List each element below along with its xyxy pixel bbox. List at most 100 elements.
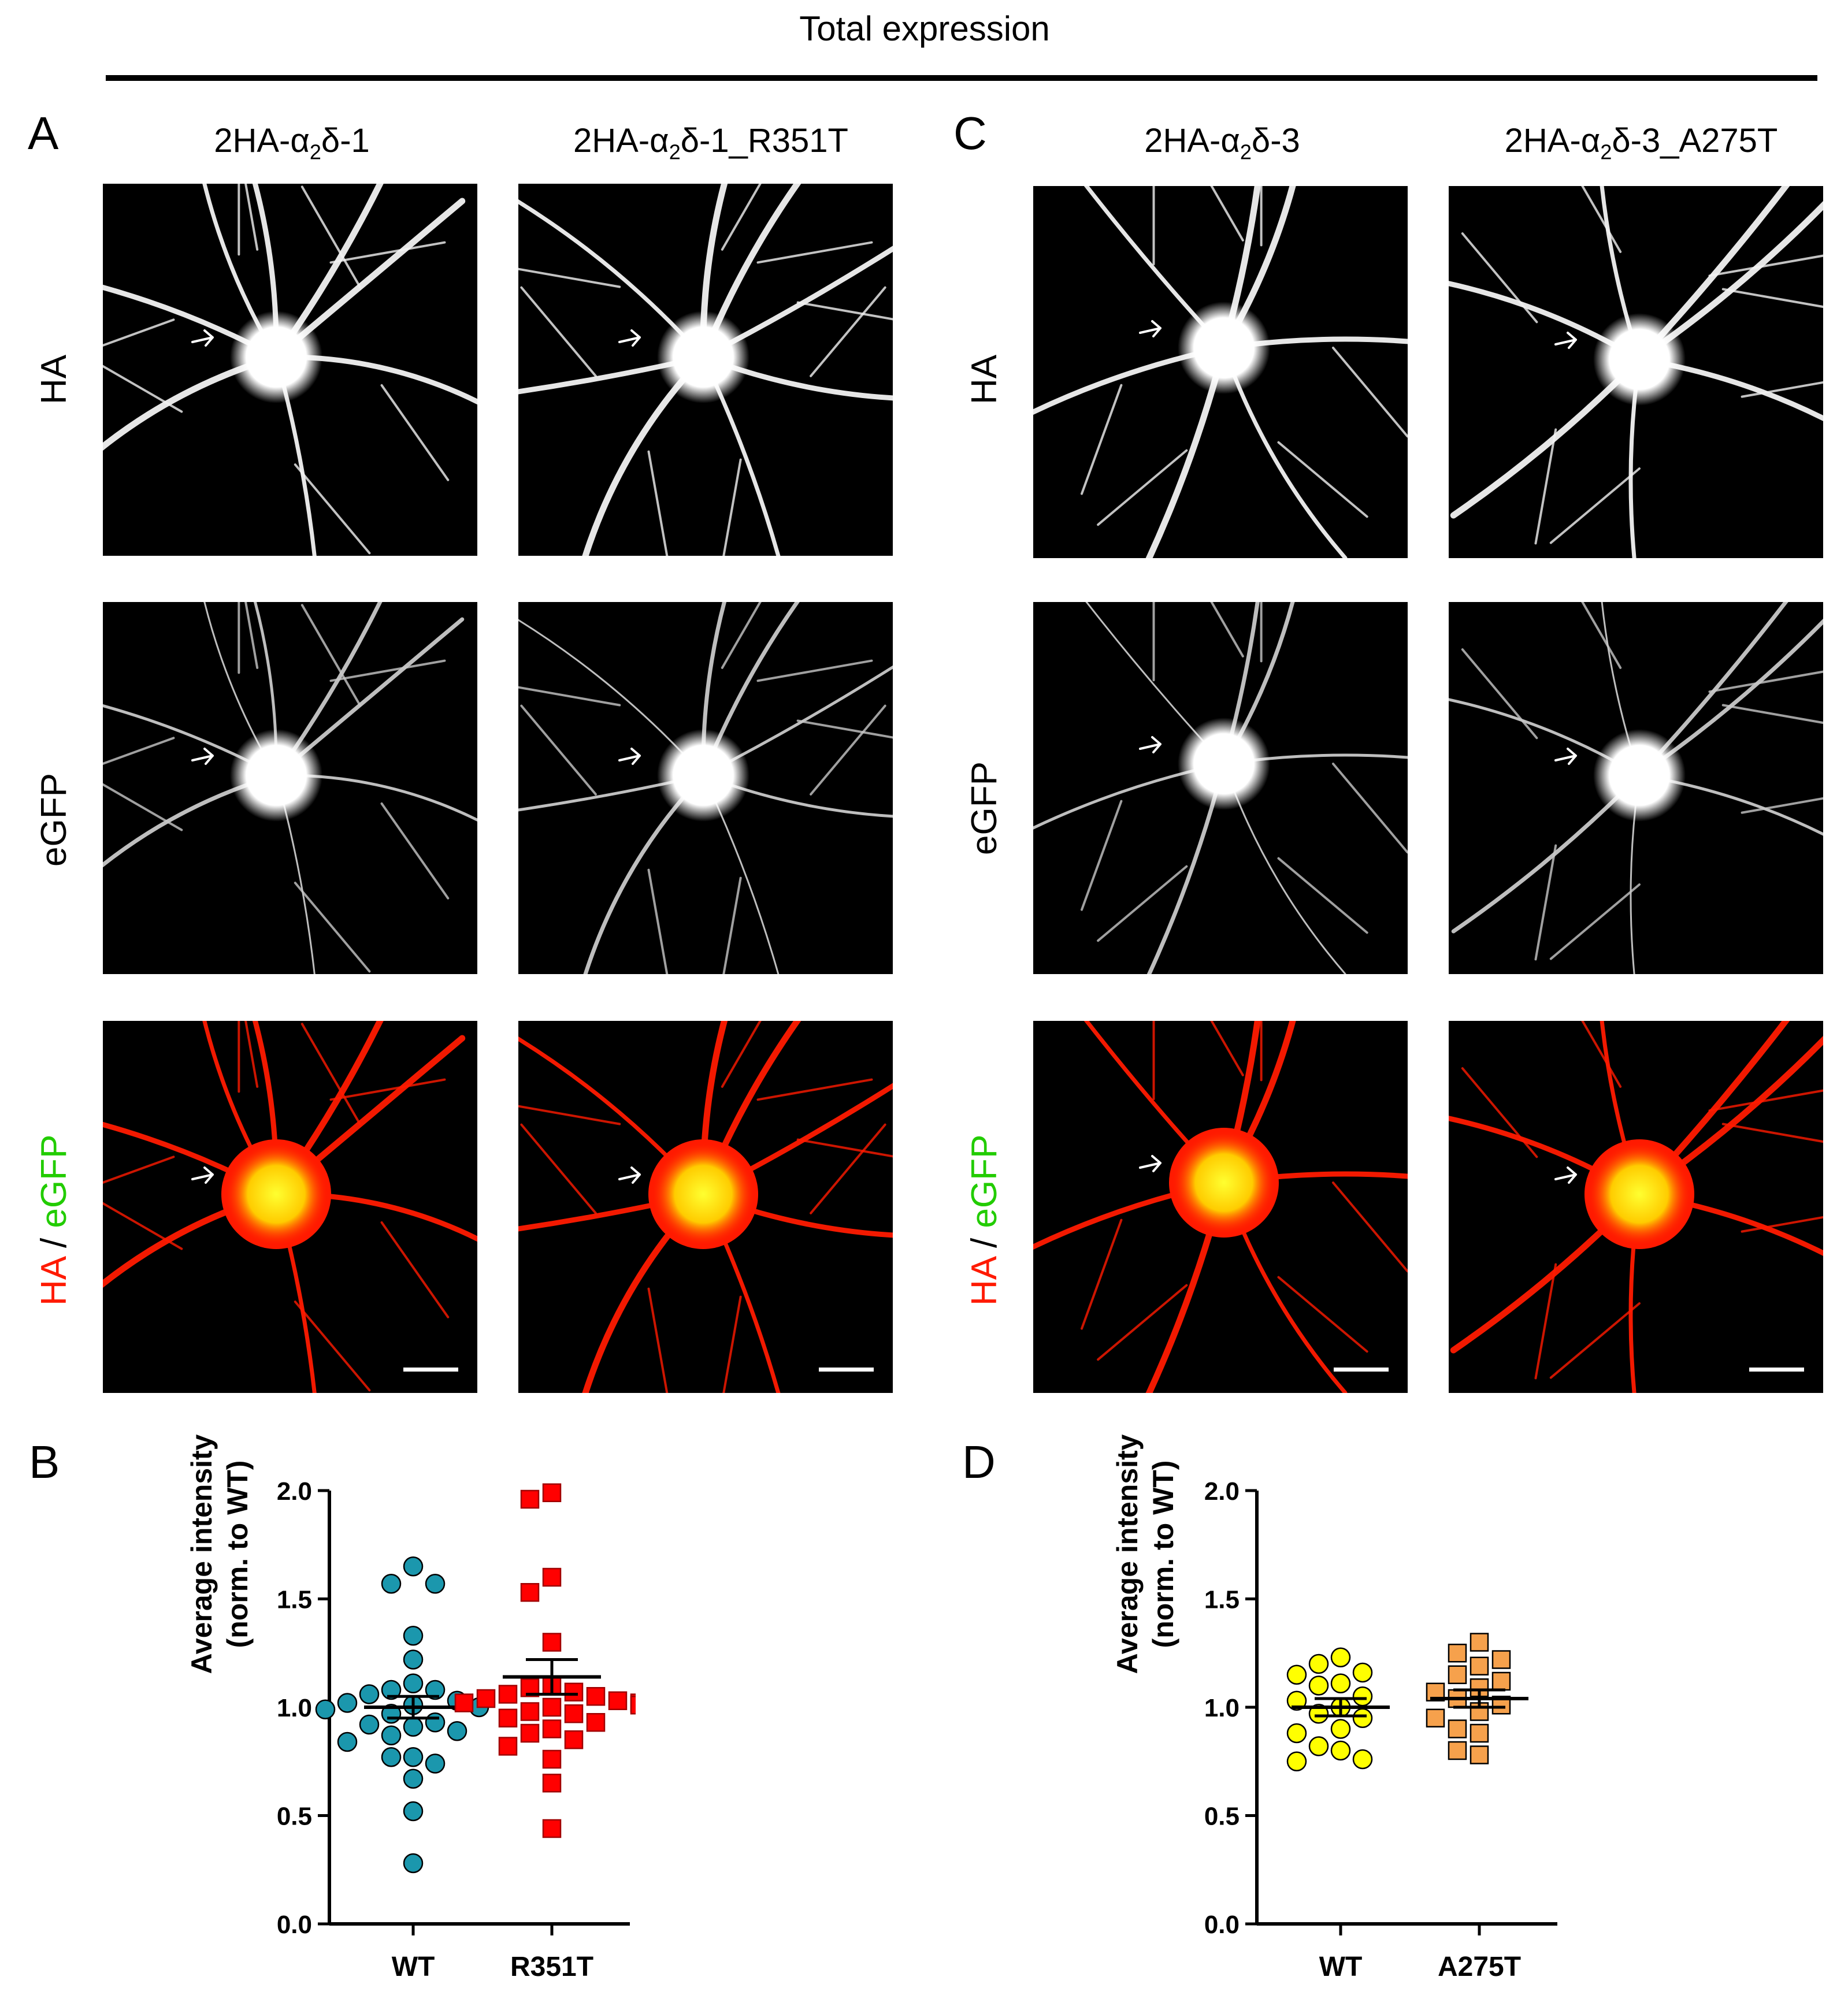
data-point — [542, 1749, 562, 1769]
x-tick-label-wt: WT — [392, 1952, 435, 1982]
row-label-merge-a: HA / eGFP — [34, 1134, 74, 1306]
y-tick-label: 0.5 — [1204, 1803, 1240, 1831]
data-point — [1352, 1708, 1373, 1728]
arrow-marker — [1139, 736, 1162, 753]
data-point — [586, 1713, 606, 1732]
data-point — [403, 1853, 424, 1874]
y-tick-label: 1.5 — [277, 1586, 312, 1614]
series-wt — [1286, 1647, 1373, 1771]
data-point — [381, 1725, 402, 1745]
data-point — [425, 1753, 446, 1774]
arrow-marker — [1554, 332, 1577, 349]
data-point — [1330, 1673, 1351, 1693]
y-tick-label: 0.0 — [1204, 1911, 1240, 1939]
series-r351t — [454, 1483, 636, 1838]
arrow-marker — [1554, 1166, 1577, 1184]
data-point — [630, 1696, 636, 1715]
data-point — [520, 1723, 540, 1743]
data-point — [403, 1556, 424, 1577]
data-point — [1491, 1671, 1511, 1691]
data-point — [359, 1684, 380, 1704]
arrow-marker — [618, 1166, 641, 1184]
arrow-marker — [1139, 1155, 1162, 1172]
data-point — [425, 1680, 446, 1700]
data-point — [403, 1768, 424, 1789]
data-point — [1491, 1650, 1511, 1669]
data-point — [542, 1633, 562, 1652]
column-header-wt-a2d3: 2HA-α2δ-3 — [1144, 122, 1300, 164]
arrow-marker — [191, 1166, 214, 1184]
data-point — [564, 1682, 584, 1701]
mean-sem-bar — [364, 1695, 462, 1720]
data-point — [1330, 1647, 1351, 1667]
micrograph-merge-r351t — [518, 1021, 893, 1393]
x-tick-label-a275t: A275T — [1438, 1952, 1521, 1982]
row-label-ha-c: HA — [964, 354, 1004, 404]
column-header-a275t: 2HA-α2δ-3_A275T — [1504, 122, 1778, 164]
data-point — [498, 1737, 518, 1756]
data-point — [447, 1721, 467, 1741]
arrow-marker — [618, 329, 641, 347]
mean-sem-bar — [1292, 1697, 1390, 1718]
arrow-marker — [191, 748, 214, 765]
data-point — [1448, 1665, 1467, 1684]
micrograph-ha-wt-a2d3 — [1033, 186, 1408, 558]
data-point — [359, 1714, 380, 1735]
row-label-merge-c: HA / eGFP — [964, 1134, 1004, 1306]
column-header-r351t: 2HA-α2δ-1_R351T — [573, 122, 848, 164]
y-tick-label: 2.0 — [1204, 1477, 1240, 1506]
scatter-chart-d: 0.0 0.5 1.0 1.5 2.0 WT A275T — [1204, 1477, 1557, 1982]
data-point — [1352, 1662, 1373, 1683]
data-point — [476, 1689, 496, 1708]
data-point — [564, 1730, 584, 1749]
data-point — [1330, 1719, 1351, 1739]
micrograph-merge-wt-a2d1 — [103, 1021, 477, 1393]
micrograph-egfp-a275t — [1449, 602, 1823, 974]
micrograph-ha-wt-a2d1 — [103, 184, 477, 556]
data-point — [381, 1680, 402, 1700]
data-point — [542, 1819, 562, 1838]
scatter-chart-b: 0.0 0.5 1.0 1.5 2.0 WT R351T — [277, 1477, 636, 1982]
data-point — [1286, 1723, 1307, 1744]
data-point — [1470, 1633, 1489, 1652]
row-label-ha-a: HA — [34, 354, 74, 404]
data-point — [454, 1693, 474, 1712]
data-point — [1308, 1704, 1329, 1724]
data-point — [542, 1774, 562, 1793]
data-point — [1330, 1740, 1351, 1761]
y-tick-label: 1.0 — [1204, 1694, 1240, 1722]
scale-bar — [403, 1368, 458, 1372]
data-point — [1286, 1664, 1307, 1685]
data-point — [542, 1483, 562, 1502]
data-point — [1308, 1675, 1329, 1696]
x-tick-label-r351t: R351T — [510, 1952, 593, 1982]
scale-bar — [1749, 1368, 1804, 1372]
micrograph-merge-a275t — [1449, 1021, 1823, 1393]
arrow-marker — [1554, 748, 1577, 765]
scale-bar — [1334, 1368, 1389, 1372]
y-tick-label: 0.5 — [277, 1803, 312, 1831]
y-tick-label: 0.0 — [277, 1911, 312, 1939]
data-point — [542, 1719, 562, 1738]
data-point — [403, 1673, 424, 1693]
data-point — [520, 1583, 540, 1602]
panel-letter-c: C — [953, 107, 987, 159]
data-point — [425, 1712, 446, 1733]
series-wt — [315, 1556, 489, 1874]
data-point — [1448, 1644, 1467, 1663]
data-point — [586, 1687, 606, 1706]
data-point — [403, 1716, 424, 1737]
data-point — [315, 1699, 336, 1719]
data-point — [403, 1649, 424, 1670]
data-point — [1426, 1708, 1445, 1727]
data-point — [542, 1697, 562, 1717]
data-point — [337, 1693, 358, 1713]
data-point — [1470, 1656, 1489, 1675]
panel-letter-a: A — [28, 107, 59, 159]
data-point — [425, 1574, 446, 1594]
arrow-marker — [618, 748, 641, 765]
data-point — [542, 1567, 562, 1587]
data-point — [564, 1704, 584, 1723]
data-point — [1286, 1690, 1307, 1711]
data-point — [1470, 1745, 1489, 1764]
